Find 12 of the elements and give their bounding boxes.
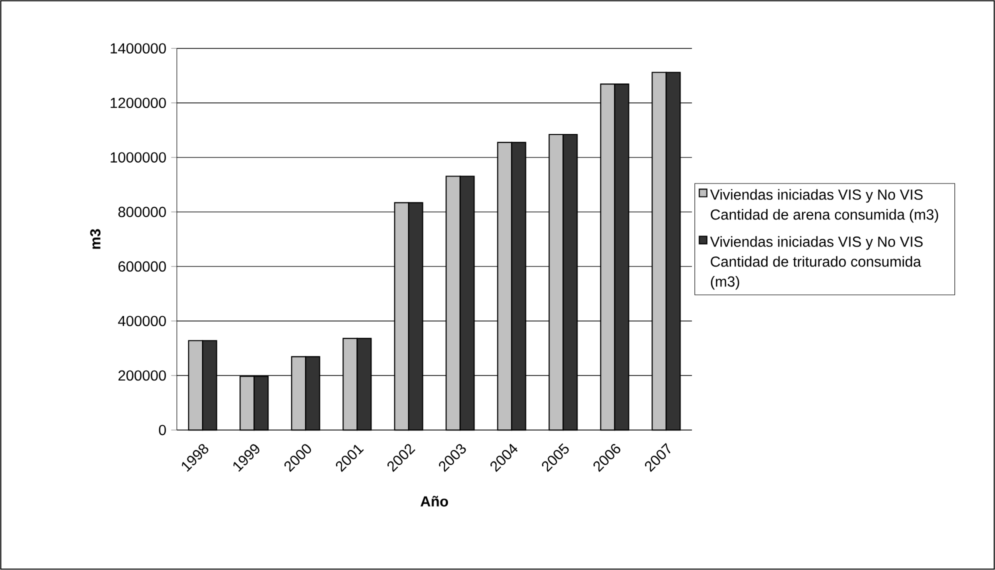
y-axis-title: m3 xyxy=(90,229,101,249)
y-tick-label: 1400000 xyxy=(110,43,166,54)
y-tick-label: 200000 xyxy=(118,370,166,381)
legend-label: Viviendas iniciadas VIS y No VIS Cantidad de arena consumida (m3) xyxy=(710,189,938,223)
y-tick-label: 1200000 xyxy=(110,98,166,108)
y-tick-label: 600000 xyxy=(118,261,166,272)
x-axis-title: Año xyxy=(420,496,448,507)
y-tick-label: 800000 xyxy=(118,206,166,218)
y-tick-label: 400000 xyxy=(118,316,166,326)
y-tick-label: 0 xyxy=(158,424,166,436)
legend-label: Viviendas iniciadas VIS y No VIS Cantidad de triturado consumida (m3) xyxy=(710,236,923,290)
y-tick-label: 1000000 xyxy=(110,152,166,163)
